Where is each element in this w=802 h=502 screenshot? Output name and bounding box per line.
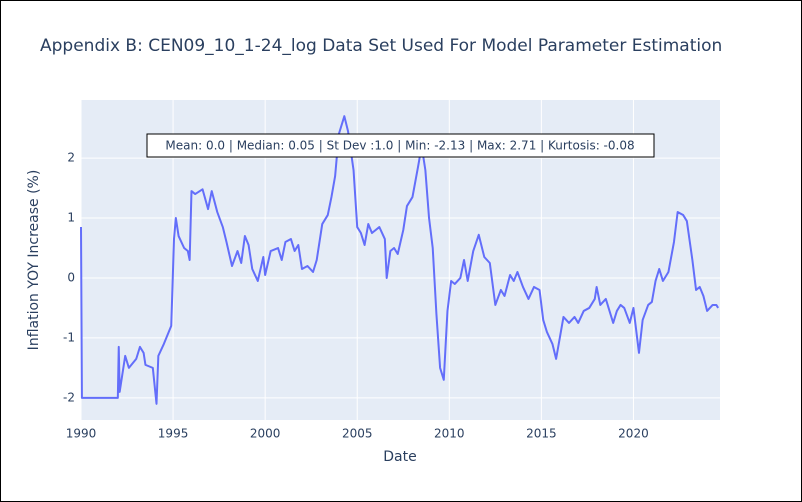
x-tick-label: 1990 — [66, 427, 97, 441]
x-tick-label: 2005 — [342, 427, 373, 441]
x-axis-label: Date — [383, 449, 416, 465]
annotation: Mean: 0.0 | Median: 0.05 | St Dev :1.0 |… — [165, 139, 634, 153]
x-tick-label: 1995 — [158, 427, 189, 441]
y-tick-label: 1 — [67, 211, 75, 225]
y-tick-label: -1 — [63, 330, 75, 344]
line — [80, 115, 720, 405]
x-tick-label: 2020 — [618, 427, 649, 441]
y-tick-label: 2 — [67, 151, 75, 165]
x-tick-label: 2000 — [250, 427, 281, 441]
y-tick-label: 0 — [67, 270, 75, 284]
x-tick-label: 2010 — [434, 427, 465, 441]
y-tick-label: -2 — [63, 390, 75, 404]
marks — [80, 115, 720, 405]
x-tick-label: 2015 — [526, 427, 557, 441]
chart-title: Appendix B: CEN09_10_1-24_log Data Set U… — [40, 36, 722, 56]
y-axis-label: Inflation YOY Increase (%) — [26, 170, 42, 351]
annotation-box — [146, 133, 655, 158]
